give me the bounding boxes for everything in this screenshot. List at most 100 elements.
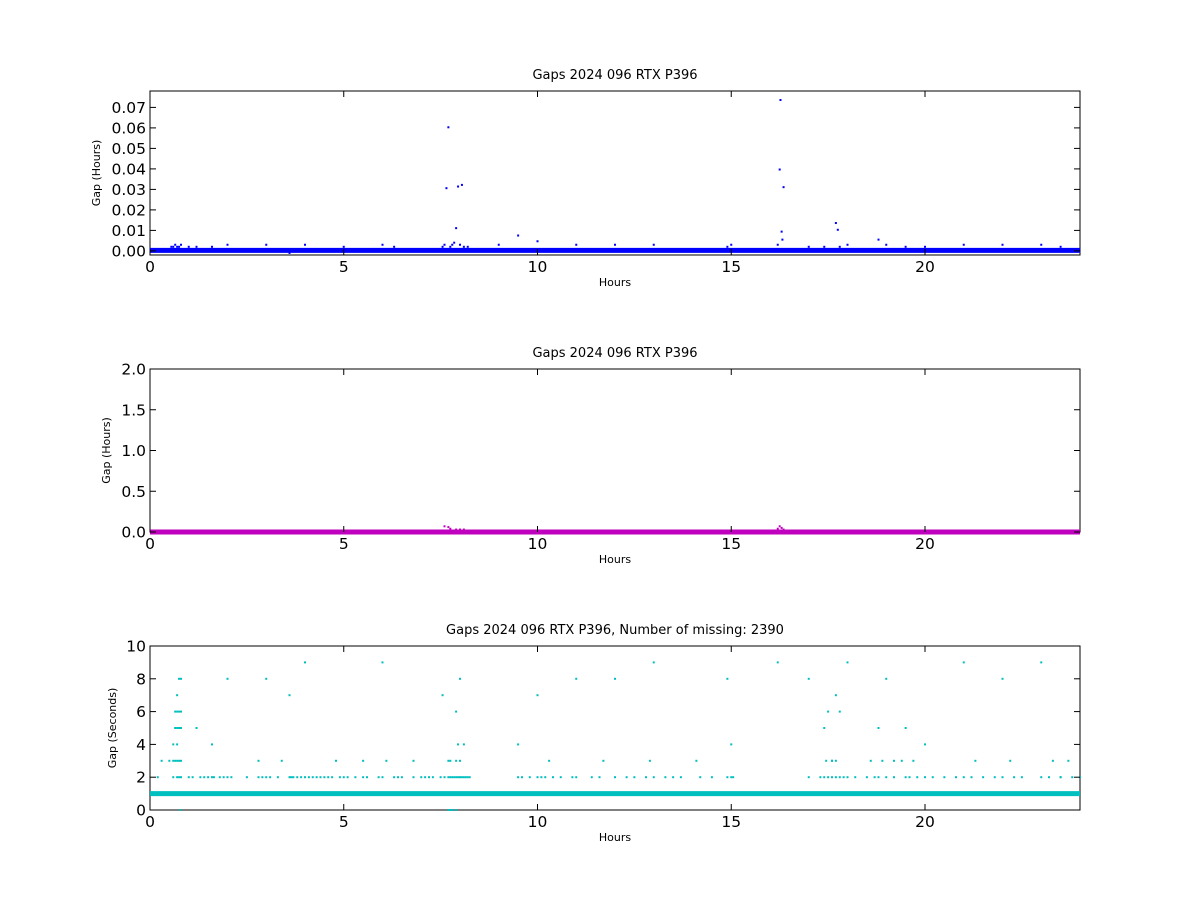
data-point xyxy=(575,243,578,246)
data-point xyxy=(327,776,330,779)
data-point xyxy=(652,243,655,246)
data-point xyxy=(455,809,458,811)
data-point xyxy=(296,776,299,779)
x-tick-label: 20 xyxy=(915,258,935,276)
data-point xyxy=(877,776,880,779)
data-point xyxy=(462,776,465,779)
data-point xyxy=(904,245,907,248)
data-point xyxy=(199,776,202,779)
data-point xyxy=(176,743,179,746)
data-point xyxy=(846,776,849,779)
data-point xyxy=(172,759,175,762)
data-point xyxy=(180,710,182,713)
y-tick-label: 0.05 xyxy=(111,140,146,158)
data-point xyxy=(885,677,888,680)
data-point xyxy=(924,776,926,779)
data-point xyxy=(424,776,427,779)
data-point xyxy=(536,776,539,779)
chart-title: Gaps 2024 096 RTX P396, Number of missin… xyxy=(446,623,784,638)
data-point xyxy=(645,776,647,779)
data-point xyxy=(1040,661,1043,664)
data-point xyxy=(648,759,651,762)
data-point xyxy=(460,776,463,779)
data-point xyxy=(257,776,260,779)
data-point xyxy=(827,710,830,713)
data-point xyxy=(726,776,729,779)
data-point xyxy=(517,776,520,779)
data-point xyxy=(943,776,946,779)
data-point xyxy=(664,776,667,779)
data-point xyxy=(211,245,213,248)
data-point xyxy=(288,776,291,779)
data-point xyxy=(447,759,450,762)
data-point xyxy=(311,776,314,779)
data-point xyxy=(528,776,531,779)
data-point xyxy=(180,677,182,680)
data-point xyxy=(838,776,841,779)
data-point xyxy=(366,776,368,779)
data-point xyxy=(873,776,876,779)
data-point xyxy=(466,245,469,248)
data-point xyxy=(459,528,461,531)
data-point xyxy=(955,776,957,779)
data-point xyxy=(315,776,318,779)
panel-hours-gaps-zoomed: Gaps 2024 096 RTX P396 Hours Gap (Hours)… xyxy=(90,68,1081,289)
chart-title: Gaps 2024 096 RTX P396 xyxy=(532,68,697,83)
y-tick-label: 4 xyxy=(136,736,146,754)
y-tick-label: 1.0 xyxy=(121,442,146,460)
data-point xyxy=(222,776,225,779)
data-point xyxy=(633,776,636,779)
data-point xyxy=(428,776,430,779)
data-point xyxy=(540,776,543,779)
data-point xyxy=(726,677,729,680)
data-point xyxy=(187,776,190,779)
data-point xyxy=(625,776,628,779)
data-point xyxy=(170,245,173,248)
data-point xyxy=(393,776,396,779)
data-point xyxy=(338,776,341,779)
data-point xyxy=(323,776,326,779)
data-point xyxy=(300,776,303,779)
data-point xyxy=(457,776,460,779)
data-point xyxy=(780,230,783,233)
data-point xyxy=(257,759,260,762)
data-point xyxy=(536,694,539,697)
data-point xyxy=(1048,776,1050,779)
data-point xyxy=(304,661,306,664)
data-point xyxy=(1059,245,1062,248)
y-tick-label: 2 xyxy=(136,769,146,787)
data-point xyxy=(441,694,444,697)
data-point xyxy=(280,759,283,762)
data-point xyxy=(974,759,977,762)
data-point xyxy=(559,776,562,779)
data-point xyxy=(462,528,465,531)
data-point xyxy=(1040,776,1043,779)
data-point xyxy=(834,776,837,779)
data-point xyxy=(331,776,334,779)
data-point xyxy=(730,776,733,779)
data-point xyxy=(207,776,210,779)
data-point xyxy=(834,694,837,697)
y-tick-label: 0.07 xyxy=(111,99,146,117)
data-point xyxy=(517,743,520,746)
data-point xyxy=(449,527,452,530)
data-point xyxy=(443,525,446,528)
data-point xyxy=(779,99,782,102)
data-point xyxy=(695,759,698,762)
data-point xyxy=(178,776,181,779)
data-point xyxy=(412,776,415,779)
data-point xyxy=(838,245,841,248)
data-point xyxy=(460,183,463,186)
data-point xyxy=(730,243,733,246)
y-tick-label: 6 xyxy=(136,703,146,721)
data-point xyxy=(652,776,655,779)
x-tick-label: 10 xyxy=(528,258,548,276)
data-point xyxy=(156,776,159,779)
data-point xyxy=(226,243,229,246)
data-point xyxy=(160,759,163,762)
data-point xyxy=(782,186,785,189)
plot-area xyxy=(149,645,1081,811)
data-point xyxy=(174,243,177,246)
data-point xyxy=(354,776,357,779)
